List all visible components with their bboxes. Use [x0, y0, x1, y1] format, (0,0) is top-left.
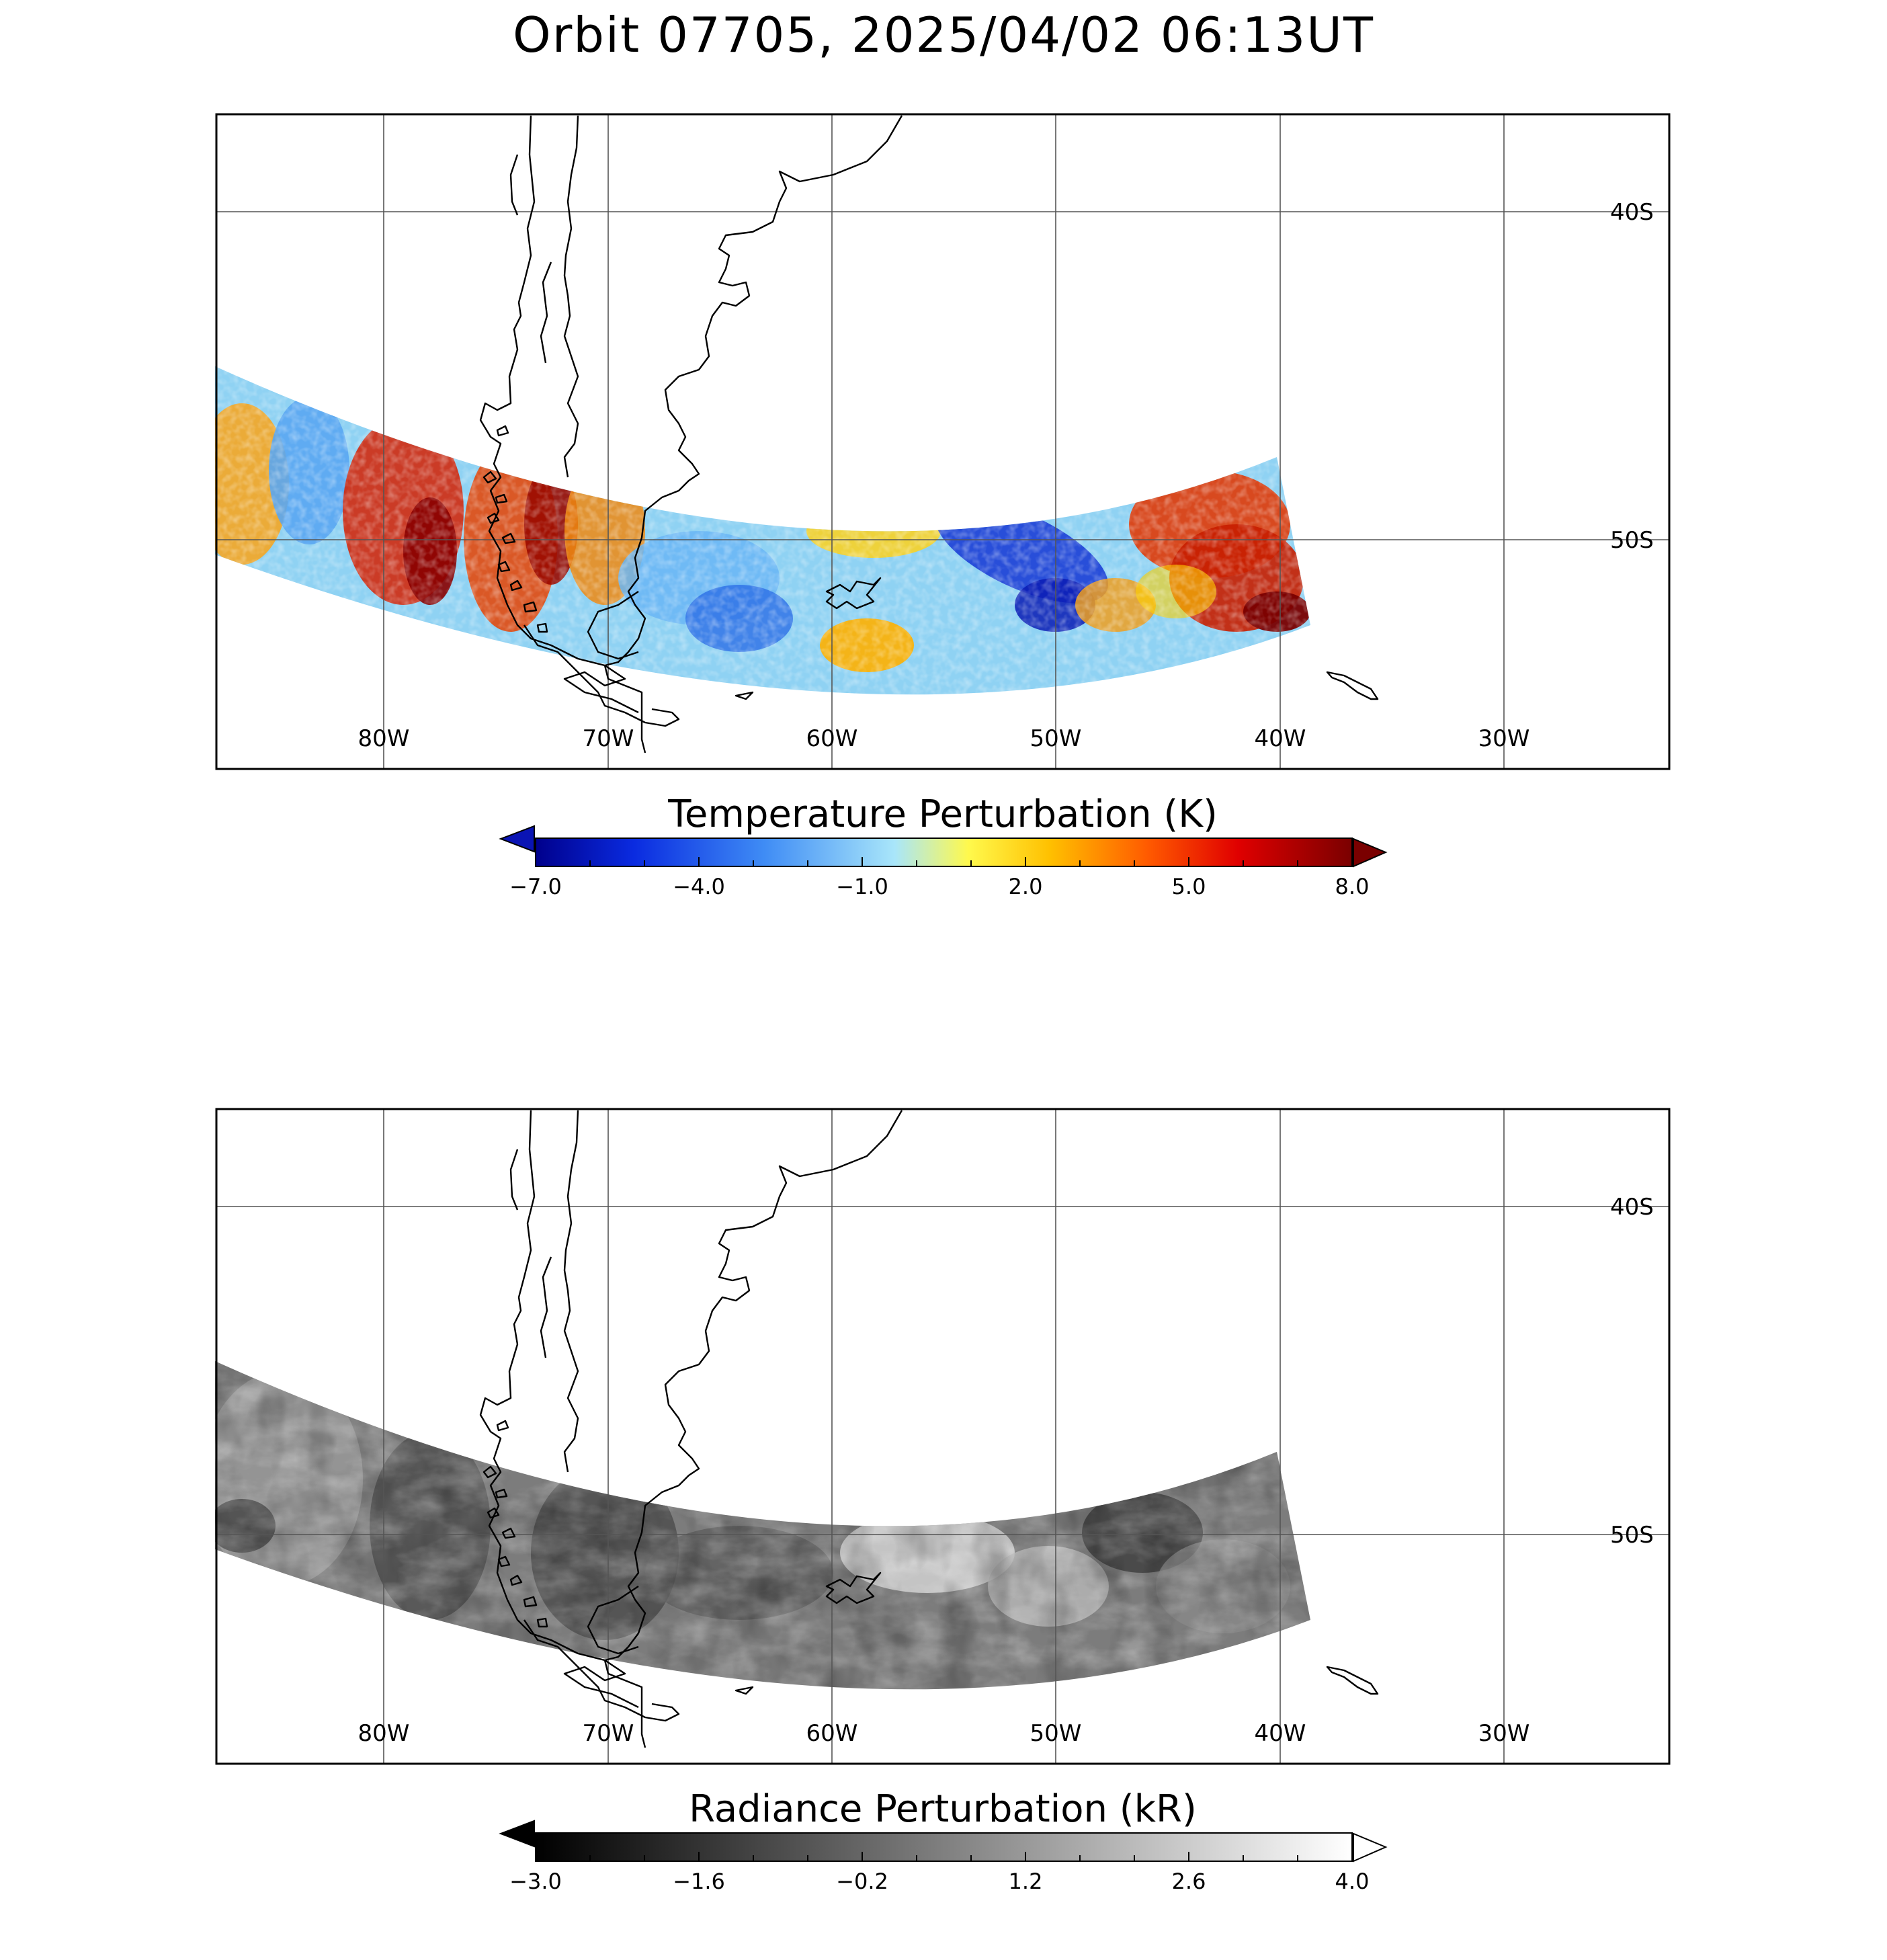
temperature-swath	[215, 366, 1310, 695]
colorbar-title: Temperature Perturbation (K)	[667, 792, 1218, 836]
lon-label: 80W	[358, 1720, 410, 1747]
lon-label: 60W	[806, 1720, 858, 1747]
colorbar-title: Radiance Perturbation (kR)	[689, 1787, 1197, 1831]
lon-label: 30W	[1478, 725, 1530, 752]
colorbar-tick-label: 1.2	[1009, 1869, 1043, 1894]
temperature-colorbar: Temperature Perturbation (K) −7.0 −4.0 −…	[499, 792, 1388, 899]
colorbar-tick-label: 4.0	[1335, 1869, 1370, 1894]
lon-label: 70W	[583, 1720, 634, 1747]
lon-label: 30W	[1478, 1720, 1530, 1747]
colorbar-tick-label: 8.0	[1335, 874, 1370, 899]
lat-label: 50S	[1610, 527, 1654, 554]
colorbar-low-extend	[499, 1820, 535, 1848]
lat-tick-labels: 40S 50S	[1610, 1194, 1654, 1549]
colorbar-tick-label: −1.0	[836, 874, 888, 899]
temperature-panel: 80W 70W 60W 50W 40W 30W 40S 50S Temperat…	[0, 0, 1887, 941]
lon-label: 60W	[806, 725, 858, 752]
lon-label: 40W	[1255, 725, 1306, 752]
colorbar-tick-label: −4.0	[673, 874, 725, 899]
colorbar-tick-label: −0.2	[836, 1869, 888, 1894]
lat-label: 40S	[1610, 1194, 1654, 1221]
radiance-map: 80W 70W 60W 50W 40W 30W 40S 50S Radiance…	[215, 1108, 1671, 1894]
colorbar-tick-label: −3.0	[509, 1869, 562, 1894]
map-frame	[215, 113, 1671, 770]
lon-label: 40W	[1255, 1720, 1306, 1747]
lon-label: 50W	[1030, 725, 1082, 752]
colorbar-high-extend	[1353, 1832, 1388, 1863]
colorbar-high-extend	[1353, 838, 1388, 868]
colorbar-tick-label: −1.6	[673, 1869, 725, 1894]
map-grid	[216, 114, 1669, 769]
colorbar-tick-label: 2.6	[1172, 1869, 1206, 1894]
lat-tick-labels: 40S 50S	[1610, 199, 1654, 554]
colorbar-gradient	[535, 838, 1353, 867]
lon-label: 70W	[583, 725, 634, 752]
lon-tick-labels: 80W 70W 60W 50W 40W 30W	[358, 725, 1530, 752]
temperature-map: 80W 70W 60W 50W 40W 30W 40S 50S Temperat…	[215, 113, 1671, 899]
colorbar-gradient	[535, 1832, 1353, 1862]
radiance-colorbar: Radiance Perturbation (kR) −3.0 −1.6 −0.…	[499, 1787, 1388, 1894]
lat-label: 50S	[1610, 1522, 1654, 1549]
colorbar-low-extend	[499, 825, 535, 853]
radiance-panel: 80W 70W 60W 50W 40W 30W 40S 50S Radiance…	[0, 995, 1887, 1956]
lon-tick-labels: 80W 70W 60W 50W 40W 30W	[358, 1720, 1530, 1747]
lat-label: 40S	[1610, 199, 1654, 226]
colorbar-tick-label: 2.0	[1009, 874, 1043, 899]
coastlines	[479, 115, 1379, 753]
map-frame	[215, 1108, 1671, 1765]
lon-label: 80W	[358, 725, 410, 752]
coastlines	[479, 1110, 1379, 1748]
lon-label: 50W	[1030, 1720, 1082, 1747]
page-title: Orbit 07705, 2025/04/02 06:13UT	[513, 7, 1374, 63]
map-grid	[216, 1109, 1669, 1764]
radiance-swath	[215, 1361, 1310, 1690]
colorbar-tick-label: −7.0	[509, 874, 562, 899]
colorbar-tick-label: 5.0	[1172, 874, 1206, 899]
